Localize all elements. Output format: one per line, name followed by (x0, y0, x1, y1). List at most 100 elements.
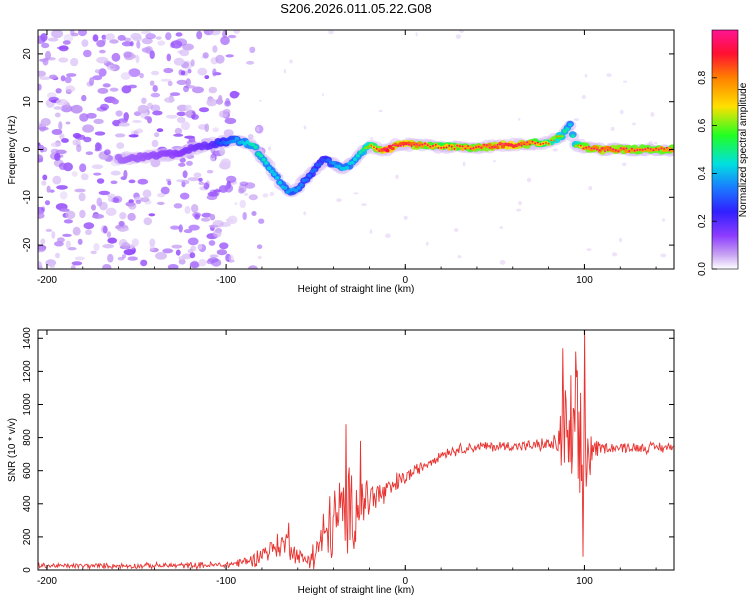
ridge-blob (480, 146, 483, 149)
noise-blob (38, 154, 44, 163)
noise-blob (65, 85, 76, 93)
ridge-blob (460, 147, 465, 151)
noise-blob (94, 131, 106, 136)
noise-blob (121, 85, 132, 94)
noise-blob (610, 126, 615, 131)
noise-blob (135, 199, 142, 205)
noise-blob (92, 213, 104, 219)
noise-blob (96, 178, 105, 184)
noise-blob (70, 32, 79, 37)
noise-blob (111, 98, 119, 105)
ridge-blob (312, 168, 317, 172)
noise-blob (150, 92, 161, 98)
noise-blob (242, 212, 247, 220)
x-tick-label: 0 (402, 576, 408, 587)
noise-blob (51, 30, 64, 39)
noise-blob (110, 170, 121, 176)
ridge-blob (539, 143, 542, 146)
snr-x-label: Height of straight line (km) (298, 585, 415, 596)
ridge-blob (469, 148, 472, 150)
noise-blob (206, 98, 217, 107)
ridge-blob (296, 186, 301, 190)
noise-blob (41, 180, 47, 186)
noise-blob (251, 211, 257, 216)
noise-blob (157, 193, 166, 198)
noise-blob (92, 34, 99, 42)
noise-blob (76, 144, 82, 153)
noise-blob (156, 201, 165, 205)
noise-blob (227, 215, 238, 225)
noise-blob (653, 141, 658, 145)
noise-blob (238, 184, 247, 193)
noise-blob (150, 104, 161, 112)
noise-blob (95, 142, 101, 151)
noise-blob (660, 253, 667, 258)
noise-blob (65, 210, 76, 220)
noise-blob (211, 258, 222, 267)
ridge-blob (410, 145, 413, 148)
noise-blob (130, 32, 142, 40)
ridge-blob (442, 146, 445, 149)
ridge-blob (447, 147, 452, 151)
noise-blob (526, 177, 532, 183)
noise-blob (112, 119, 121, 127)
noise-blob (403, 215, 408, 220)
noise-blob (178, 258, 186, 265)
ridge-blob (614, 149, 617, 152)
ridge-blob (598, 149, 601, 152)
ridge-blob (402, 144, 405, 147)
y-tick-label: 0 (22, 567, 33, 573)
ridge-blob (663, 148, 666, 150)
ridge-blob (426, 144, 429, 147)
ridge-blob (512, 144, 515, 147)
noise-blob (108, 196, 114, 203)
noise-blob (201, 212, 212, 218)
noise-blob (248, 265, 258, 269)
noise-blob (204, 123, 210, 132)
snr-x-ticks: -200 -100 0 100 (37, 330, 657, 587)
noise-blob (247, 134, 254, 140)
noise-blob (212, 229, 222, 238)
noise-blob (167, 180, 172, 186)
ridge-blob (565, 127, 570, 131)
noise-blob (114, 133, 126, 138)
noise-blob (91, 164, 104, 169)
noise-blob (516, 208, 522, 212)
ridge-blob (391, 144, 394, 147)
ridge-blob (361, 147, 366, 152)
ridge-blob (420, 144, 425, 148)
noise-blob (219, 242, 229, 250)
noise-blob (182, 170, 188, 179)
noise-blob (121, 242, 130, 249)
noise-blob (145, 33, 156, 40)
noise-blob (155, 252, 167, 260)
snr-series (38, 330, 674, 570)
colorbar-tick-label: 0.2 (697, 214, 708, 228)
ridge-blob (424, 142, 426, 145)
noise-blob (426, 241, 429, 246)
noise-blob (149, 80, 155, 86)
ridge-blob (350, 160, 355, 165)
noise-blob (208, 224, 219, 228)
noise-blob (140, 197, 150, 203)
noise-blob (185, 78, 191, 87)
ridge-blob (432, 144, 434, 147)
spectrogram-ridge (112, 120, 674, 198)
noise-blob (83, 222, 95, 230)
noise-blob (268, 146, 272, 151)
ridge-blob (418, 144, 421, 147)
noise-blob (82, 124, 95, 133)
noise-blob (186, 160, 193, 166)
noise-blob (148, 213, 156, 217)
ridge-blob (485, 144, 488, 146)
noise-blob (303, 125, 307, 130)
noise-blob (499, 259, 506, 265)
noise-blob (47, 37, 59, 42)
noise-blob (117, 227, 130, 232)
ridge-blob (375, 147, 378, 150)
noise-blob (518, 201, 522, 206)
noise-blob (187, 237, 199, 246)
noise-blob (118, 220, 125, 227)
noise-blob (45, 200, 50, 206)
noise-blob (154, 132, 160, 138)
